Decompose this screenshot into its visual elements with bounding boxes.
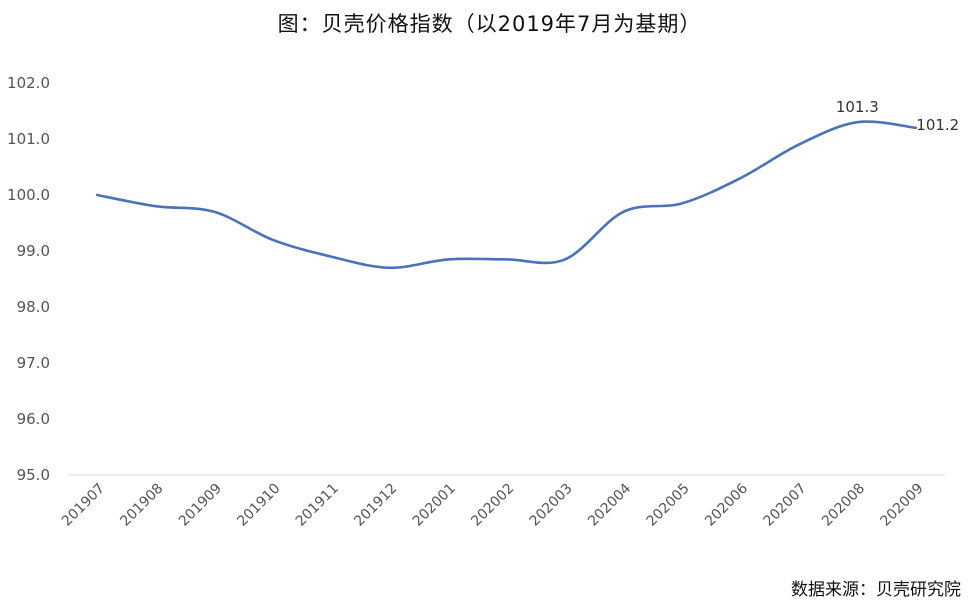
y-tick-label: 98.0: [17, 298, 50, 316]
series-line: [95, 120, 918, 270]
y-tick-label: 102.0: [7, 74, 50, 92]
data-label: 101.3: [836, 98, 879, 116]
y-tick-label: 101.0: [7, 130, 50, 148]
x-tick-label: 202007: [761, 481, 810, 530]
data-labels: 101.3 101.2: [836, 98, 959, 134]
source-note: 数据来源：贝壳研究院: [791, 580, 961, 600]
x-tick-label: 202003: [527, 481, 576, 530]
x-tick-label: 201910: [234, 481, 283, 530]
y-tick-label: 100.0: [7, 186, 50, 204]
y-tick-label: 99.0: [17, 242, 50, 260]
y-tick-label: 97.0: [17, 354, 50, 372]
y-tick-label: 95.0: [17, 466, 50, 484]
x-tick-label: 202004: [585, 480, 634, 529]
data-label: 101.2: [916, 116, 959, 134]
x-tick-label: 202009: [877, 481, 926, 530]
x-tick-label: 201912: [351, 481, 400, 530]
x-tick-label: 202008: [819, 481, 868, 530]
x-tick-label: 202005: [644, 481, 693, 530]
x-tick-label: 201911: [293, 481, 342, 530]
x-tick-label: 202001: [410, 481, 459, 530]
y-tick-label: 96.0: [17, 410, 50, 428]
x-tick-label: 202002: [468, 481, 517, 530]
x-tick-label: 201909: [176, 481, 225, 530]
y-axis-tick-labels: 95.0 96.0 97.0 98.0 99.0 100.0 101.0 102.0: [7, 74, 50, 484]
x-axis-tick-labels: 201907 201908 201909 201910 201911 201912 2020…: [59, 480, 927, 529]
chart-title: 图：贝壳价格指数（以2019年7月为基期）: [277, 12, 702, 36]
x-tick-label: 201908: [117, 481, 166, 530]
x-tick-label: 202006: [702, 480, 751, 529]
x-tick-label: 201907: [59, 481, 108, 530]
